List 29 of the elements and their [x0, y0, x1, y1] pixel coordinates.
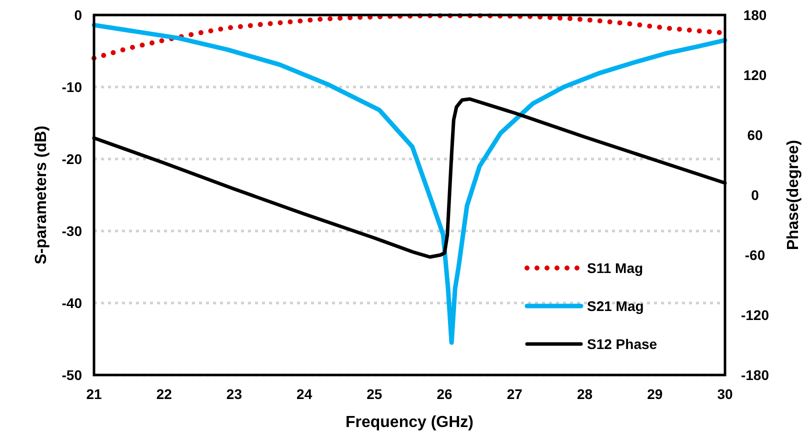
y2-tick-label: 0: [751, 187, 760, 203]
x-axis-title: Frequency (GHz): [345, 414, 474, 431]
y2-tick-label: -180: [740, 367, 770, 383]
x-tick-label: 28: [576, 386, 593, 402]
y-axis-title: S-parameters (dB): [33, 126, 50, 264]
y2-tick-label: 120: [743, 67, 767, 83]
x-tick-label: 25: [366, 386, 382, 402]
x-tick-label: 26: [436, 386, 453, 402]
x-tick-label: 27: [506, 386, 523, 402]
y-tick-label: -10: [62, 79, 82, 95]
y2-axis-title: Phase(degree): [785, 140, 802, 250]
y2-tick-label: 60: [747, 127, 763, 143]
y-tick-label: -20: [62, 151, 82, 167]
legend-label: S11 Mag: [587, 260, 644, 276]
legend-label: S12 Phase: [587, 336, 658, 352]
y-tick-label: 0: [74, 7, 82, 23]
x-tick-label: 21: [86, 386, 102, 402]
y-tick-label: -50: [62, 367, 82, 383]
y2-tick-label: -120: [740, 307, 770, 323]
y-tick-label: -30: [62, 223, 82, 239]
x-tick-label: 29: [647, 386, 663, 402]
x-tick-label: 22: [156, 386, 172, 402]
x-tick-label: 24: [296, 386, 312, 402]
x-tick-label: 23: [226, 386, 242, 402]
y-tick-label: -40: [62, 295, 82, 311]
y2-tick-label: -60: [744, 247, 766, 263]
legend-label: S21 Mag: [587, 298, 644, 314]
y2-tick-label: 180: [743, 7, 767, 23]
x-tick-label: 30: [717, 386, 733, 402]
